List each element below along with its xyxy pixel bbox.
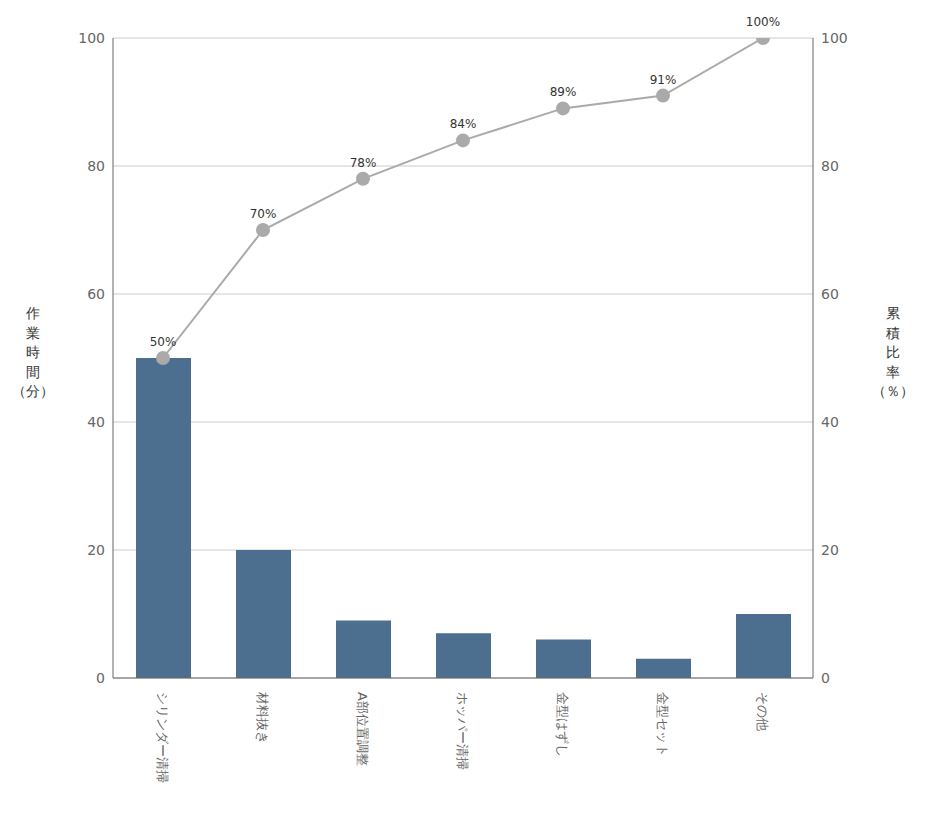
html-text:（分）: （分） — [12, 383, 54, 400]
svg-text:84%: 84% — [450, 117, 477, 131]
svg-text:100%: 100% — [746, 15, 780, 29]
svg-text:材料抜き: 材料抜き — [255, 691, 270, 744]
svg-text:60: 60 — [87, 286, 105, 302]
svg-text:89%: 89% — [550, 85, 577, 99]
svg-text:80: 80 — [821, 158, 839, 174]
svg-text:その他: その他 — [755, 692, 770, 731]
svg-text:40: 40 — [821, 414, 839, 430]
svg-text:0: 0 — [821, 670, 830, 686]
html-text:率: 率 — [886, 363, 900, 380]
svg-text:シリンダー清掃: シリンダー清掃 — [155, 692, 170, 783]
html-text:作: 作 — [26, 305, 40, 321]
html-text:業: 業 — [26, 324, 40, 341]
svg-text:78%: 78% — [350, 156, 377, 170]
svg-text:100: 100 — [78, 30, 105, 46]
html-text:累: 累 — [886, 305, 900, 321]
html-text:積: 積 — [886, 324, 900, 341]
svg-text:A部位置調整: A部位置調整 — [355, 692, 370, 766]
svg-text:100: 100 — [821, 30, 848, 46]
html-text:時: 時 — [26, 344, 40, 361]
svg-text:金型セット: 金型セット — [655, 692, 670, 757]
svg-text:20: 20 — [821, 542, 839, 558]
html-text:間: 間 — [26, 363, 40, 380]
svg-text:91%: 91% — [650, 73, 677, 87]
svg-text:20: 20 — [87, 542, 105, 558]
svg-text:0: 0 — [96, 670, 105, 686]
svg-text:40: 40 — [87, 414, 105, 430]
svg-text:60: 60 — [821, 286, 839, 302]
svg-text:70%: 70% — [250, 207, 277, 221]
svg-text:ホッパー清掃: ホッパー清掃 — [455, 692, 470, 770]
svg-text:50%: 50% — [150, 335, 177, 349]
html-text:比: 比 — [886, 344, 900, 361]
svg-text:金型はずし: 金型はずし — [555, 692, 570, 757]
svg-text:80: 80 — [87, 158, 105, 174]
